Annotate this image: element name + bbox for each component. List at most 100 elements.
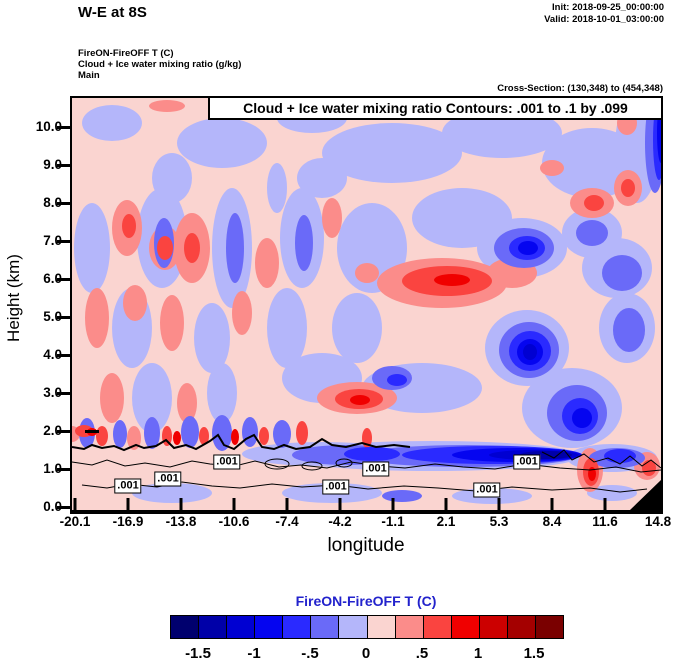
field-blob xyxy=(355,263,379,283)
plot-area: Cloud + Ice water mixing ratio Contours:… xyxy=(70,96,663,514)
field-blob xyxy=(74,203,110,293)
contour-value-label: .001 xyxy=(114,478,142,494)
field-blob xyxy=(572,408,592,428)
field-blob xyxy=(584,195,604,211)
mixing-ratio-contour-line xyxy=(72,459,661,473)
colorbar-cell xyxy=(171,616,200,638)
field-blob xyxy=(177,383,197,423)
y-tick-label: 9.0 xyxy=(43,157,62,172)
field-blob xyxy=(540,160,564,176)
page-title: W-E at 8S xyxy=(78,4,147,21)
mixing-ratio-contour-line xyxy=(72,433,411,452)
contour-dash xyxy=(85,430,99,433)
colorbar-cell xyxy=(423,616,452,638)
x-tick-label: -13.8 xyxy=(165,514,197,529)
x-axis-inner-tick xyxy=(285,498,289,510)
field-blob xyxy=(295,215,313,271)
y-axis-tick xyxy=(57,506,71,509)
field-blob xyxy=(149,100,185,112)
field-blob xyxy=(127,426,141,450)
contour-value-label: .001 xyxy=(322,479,350,495)
field-blob xyxy=(199,427,209,445)
field-blob xyxy=(267,163,287,213)
y-tick-label: 2.0 xyxy=(43,423,62,438)
field-blob xyxy=(442,108,562,158)
colorbar-cell xyxy=(311,616,340,638)
contour-value-label: .001 xyxy=(213,454,241,470)
x-tick-label: -4.2 xyxy=(328,514,352,529)
x-tick-label: 2.1 xyxy=(436,514,456,529)
field-blob xyxy=(344,447,400,461)
x-axis-inner-tick xyxy=(497,498,501,510)
y-tick-label: 6.0 xyxy=(43,271,62,286)
field-blob xyxy=(232,291,252,335)
field-blob xyxy=(144,417,160,449)
field-blob xyxy=(602,255,642,291)
y-tick-label: 4.0 xyxy=(43,347,62,362)
field-blob xyxy=(157,236,173,260)
colorbar-cell xyxy=(367,616,396,638)
x-axis-inner-tick xyxy=(656,498,660,510)
field-description-domain: Main xyxy=(78,70,100,81)
field-blob xyxy=(181,416,199,448)
field-blob xyxy=(255,238,279,288)
field-blob xyxy=(296,421,308,445)
colorbar-cell xyxy=(339,616,368,638)
x-axis-inner-tick xyxy=(338,498,342,510)
field-blob xyxy=(132,483,212,503)
plot-title-text: Cloud + Ice water mixing ratio Contours:… xyxy=(243,100,628,116)
field-blob xyxy=(96,426,108,446)
y-tick-label: 5.0 xyxy=(43,309,62,324)
x-tick-label: 8.4 xyxy=(542,514,562,529)
x-axis-inner-tick xyxy=(444,498,448,510)
y-axis-tick xyxy=(57,316,71,319)
contour-field xyxy=(72,98,661,510)
colorbar-tick-label: -1.5 xyxy=(185,645,211,662)
colorbar-tick-label: 1 xyxy=(473,645,483,662)
field-blob xyxy=(322,123,462,183)
y-axis-tick xyxy=(57,430,71,433)
colorbar-tick-label: 1.5 xyxy=(523,645,545,662)
y-tick-label: 10.0 xyxy=(35,119,62,134)
field-blob xyxy=(267,288,307,368)
x-tick-label: -7.4 xyxy=(275,514,299,529)
field-description-mixing-ratio: Cloud + Ice water mixing ratio (g/kg) xyxy=(78,59,242,70)
colorbar-cell xyxy=(395,616,424,638)
y-axis-tick xyxy=(57,164,71,167)
mixing-ratio-contour-line xyxy=(541,449,661,469)
contour-value-label: .001 xyxy=(513,454,541,470)
y-tick-label: 8.0 xyxy=(43,195,62,210)
y-axis-tick xyxy=(57,126,71,129)
field-blob xyxy=(85,288,109,348)
plot-title-box: Cloud + Ice water mixing ratio Contours:… xyxy=(208,98,661,120)
field-blob xyxy=(177,118,267,168)
field-blob xyxy=(613,308,645,352)
y-axis-tick xyxy=(57,202,71,205)
field-blob xyxy=(387,374,407,386)
colorbar-title: FireON-FireOFF T (C) xyxy=(295,593,437,609)
x-axis-inner-tick xyxy=(603,498,607,510)
y-axis-tick xyxy=(57,392,71,395)
field-blob xyxy=(207,363,237,423)
colorbar-cell xyxy=(536,616,564,638)
field-blob xyxy=(350,395,370,405)
terrain-silhouette xyxy=(630,480,661,510)
x-axis-inner-tick xyxy=(73,498,77,510)
field-blob xyxy=(382,490,422,502)
x-tick-label: 11.6 xyxy=(592,514,618,529)
x-tick-label: -16.9 xyxy=(112,514,144,529)
mixing-ratio-contour-loop xyxy=(335,458,353,468)
y-axis-tick xyxy=(57,354,71,357)
field-blob xyxy=(132,363,172,433)
field-blob xyxy=(82,105,142,141)
y-tick-label: 7.0 xyxy=(43,233,62,248)
field-blob xyxy=(576,220,608,246)
init-timestamp: Init: 2018-09-25_00:00:00 xyxy=(552,2,664,13)
field-blob xyxy=(518,241,538,255)
field-blob xyxy=(194,303,230,373)
contour-value-label: .001 xyxy=(154,471,182,487)
field-blob xyxy=(184,233,200,263)
y-tick-label: 0.0 xyxy=(43,499,62,514)
contour-value-label: .001 xyxy=(362,461,390,477)
y-axis-tick xyxy=(57,240,71,243)
